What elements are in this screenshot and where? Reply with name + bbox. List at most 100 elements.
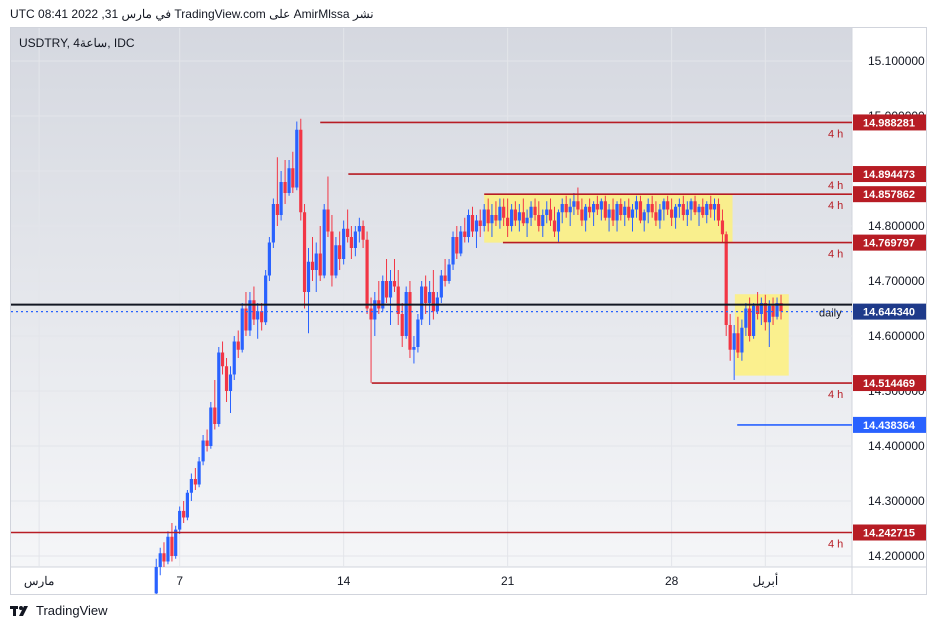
candle xyxy=(224,358,229,402)
time-scale-background xyxy=(11,567,926,594)
price-tag-box xyxy=(853,114,926,131)
candle-body xyxy=(759,303,763,314)
candle xyxy=(576,187,580,215)
candle-body xyxy=(724,234,728,325)
candle xyxy=(408,281,412,358)
candle xyxy=(592,201,596,226)
candle xyxy=(494,201,498,226)
candle xyxy=(373,292,377,336)
candle xyxy=(392,259,397,292)
candle-body xyxy=(521,212,525,224)
candle-body xyxy=(677,204,681,207)
candle-body xyxy=(213,407,217,424)
candle xyxy=(400,303,404,347)
candle-body xyxy=(346,228,350,237)
candle-body xyxy=(256,311,260,320)
candle xyxy=(349,226,353,259)
candle-body xyxy=(716,204,721,221)
candle xyxy=(185,490,189,521)
candle-body xyxy=(513,209,517,221)
candle xyxy=(166,531,170,565)
candle xyxy=(568,198,572,226)
last-price-tag-label: 14.644340 xyxy=(863,307,915,319)
candle-body xyxy=(185,492,189,518)
candle-body xyxy=(244,308,248,331)
candle xyxy=(627,198,631,221)
candle xyxy=(466,209,471,243)
price-tick-label: 14.400000 xyxy=(868,439,925,453)
candle xyxy=(338,231,342,270)
candle xyxy=(712,198,717,221)
candle-body xyxy=(576,201,580,210)
candle xyxy=(666,195,670,215)
candle-body xyxy=(271,204,275,243)
candle xyxy=(279,171,283,221)
candle-body xyxy=(412,347,416,350)
candle xyxy=(697,204,701,226)
candle-body xyxy=(588,206,592,213)
candle xyxy=(205,429,209,452)
candle-body xyxy=(404,292,408,336)
candle xyxy=(252,286,256,325)
candle xyxy=(572,193,576,215)
candle xyxy=(611,198,615,226)
candle-body xyxy=(205,440,209,446)
candle xyxy=(623,201,627,226)
candle-body xyxy=(748,308,752,336)
candle-body xyxy=(572,201,576,207)
candle xyxy=(357,217,361,243)
candle xyxy=(412,336,416,364)
candle-body xyxy=(275,204,279,215)
price-tag-label: 14.514469 xyxy=(863,378,915,390)
price-tick-label: 14.600000 xyxy=(868,329,925,343)
candle-body xyxy=(736,333,740,353)
candle-body xyxy=(420,286,424,320)
candle-body xyxy=(592,204,596,213)
candle xyxy=(607,204,611,232)
candle-body xyxy=(201,440,205,462)
candle-body xyxy=(506,217,510,226)
candle-body xyxy=(470,215,475,232)
level-timeframe-tag: 4 h xyxy=(828,389,843,401)
candle xyxy=(545,201,549,224)
candle-body xyxy=(763,303,767,323)
candle-body xyxy=(166,536,170,562)
candle-body xyxy=(170,536,174,556)
candle xyxy=(498,198,502,229)
candle xyxy=(744,303,748,336)
candle xyxy=(213,380,217,430)
candle xyxy=(701,198,705,218)
candle xyxy=(779,294,783,320)
candle-body xyxy=(326,209,330,232)
candle xyxy=(689,198,693,221)
last-price-tag-box xyxy=(853,303,926,320)
price-tick-label: 14.200000 xyxy=(868,549,925,563)
price-tag-box xyxy=(853,524,926,541)
candle-body xyxy=(182,510,186,518)
candle-body xyxy=(217,352,221,424)
candle xyxy=(474,215,479,248)
candle-body xyxy=(580,209,584,221)
candle-body xyxy=(674,206,678,218)
candle-body xyxy=(466,215,471,237)
candle-body xyxy=(584,206,588,221)
candle-body xyxy=(541,215,545,226)
candle xyxy=(560,198,564,224)
candle xyxy=(264,270,268,325)
candle xyxy=(228,366,233,413)
candle xyxy=(681,195,685,221)
symbol-label[interactable]: USDTRY, 4ساعة, IDC xyxy=(19,36,135,50)
candle xyxy=(271,198,275,248)
price-tick-label: 15.100000 xyxy=(868,54,925,68)
footer-brand[interactable]: TradingView xyxy=(36,603,108,618)
candle-body xyxy=(431,292,435,312)
candle-body xyxy=(779,303,783,312)
horizontal-levels[interactable]: daily 4 h 4 h 4 h 4 h 4 h 4 h xyxy=(11,121,852,551)
candle xyxy=(658,204,662,229)
candle xyxy=(439,270,443,303)
candle-body xyxy=(482,209,486,226)
candle-body xyxy=(279,182,283,215)
candle-body xyxy=(306,261,311,292)
